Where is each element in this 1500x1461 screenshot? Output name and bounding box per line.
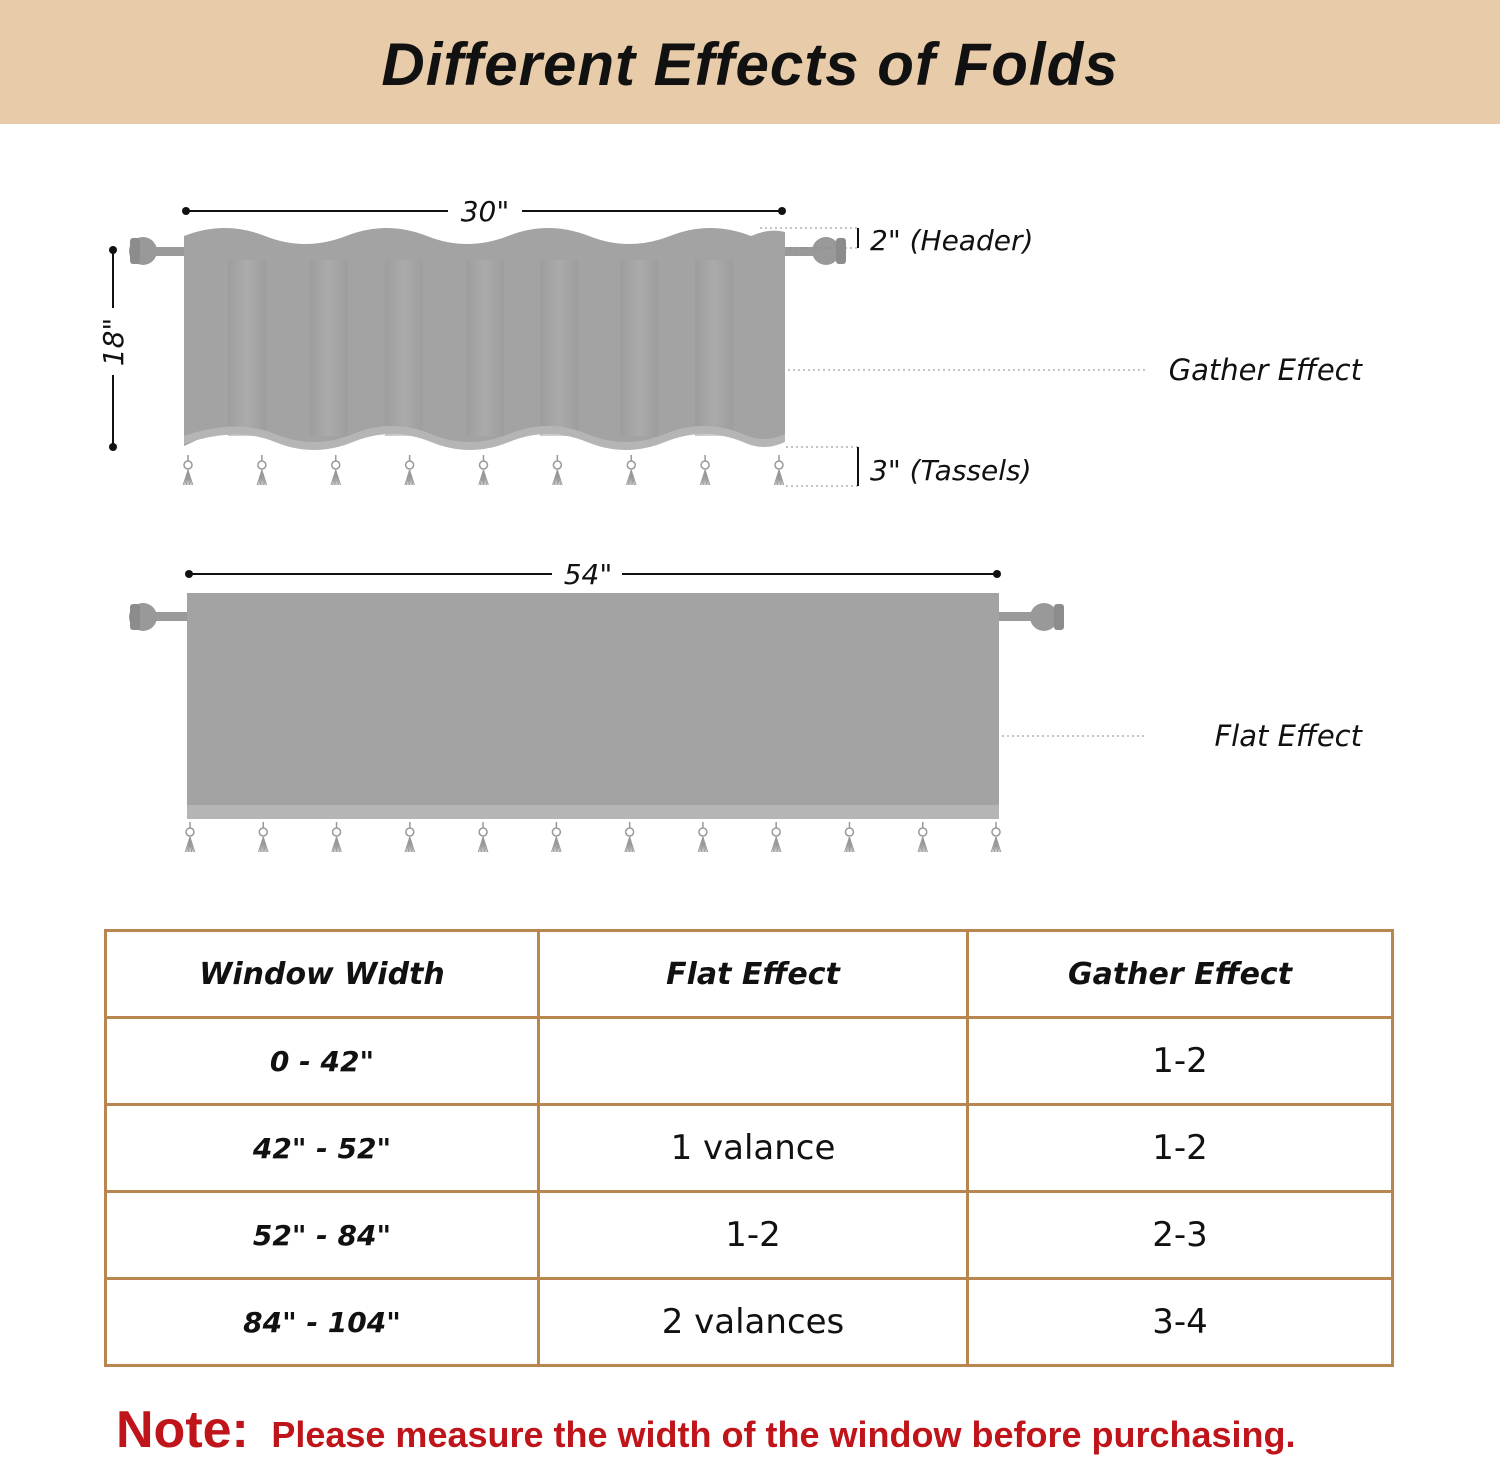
tassel [917, 822, 929, 853]
tassel [551, 822, 562, 853]
tassel [773, 455, 785, 486]
note-label: Note: [116, 1401, 249, 1459]
gather-tassels [182, 455, 785, 486]
tassel-dimension [786, 446, 859, 487]
tassel [404, 822, 416, 853]
row-flat: 1-2 [537, 1190, 969, 1280]
table-row: 52" - 84" 1-2 2-3 [104, 1190, 1394, 1280]
tassel [699, 455, 711, 486]
row-flat: 2 valances [537, 1277, 969, 1367]
flat-width-label: 54" [564, 558, 613, 591]
header-label: 2" (Header) [870, 224, 1033, 257]
col-header-flat-effect: Flat Effect [537, 929, 969, 1019]
gather-width-label: 30" [461, 195, 510, 228]
gather-effect-label: Gather Effect [1169, 353, 1364, 387]
flat-tassels [184, 822, 1002, 853]
row-flat [537, 1016, 969, 1106]
tassel [184, 822, 196, 853]
tassel [625, 455, 637, 486]
tassel [624, 822, 635, 853]
header-dimension [760, 227, 859, 249]
gather-height-label: 18" [97, 318, 130, 367]
row-gather: 3-4 [966, 1277, 1394, 1367]
tassel [257, 822, 269, 853]
row-gather: 2-3 [966, 1190, 1394, 1280]
flat-effect-label: Flat Effect [1214, 719, 1363, 753]
row-width: 42" - 52" [104, 1103, 540, 1193]
tassel [331, 822, 342, 853]
tassel [844, 822, 855, 853]
col-header-gather-effect: Gather Effect [966, 929, 1394, 1019]
flat-width-dimension [185, 570, 1001, 578]
col-header-window-width: Window Width [104, 929, 540, 1019]
tassel [990, 822, 1002, 853]
row-width: 52" - 84" [104, 1190, 540, 1280]
gather-curtain [184, 228, 785, 450]
tassel [182, 455, 194, 486]
header-band [0, 0, 1500, 124]
tassel [330, 455, 342, 486]
tassel [478, 455, 489, 486]
table-row: 84" - 104" 2 valances 3-4 [104, 1277, 1394, 1367]
tassel [477, 822, 489, 853]
gather-height-dimension [109, 246, 117, 451]
table-row: 0 - 42" 1-2 [104, 1016, 1394, 1106]
row-gather: 1-2 [966, 1016, 1394, 1106]
table-row: 42" - 52" 1 valance 1-2 [104, 1103, 1394, 1193]
row-flat: 1 valance [537, 1103, 969, 1193]
tassel [256, 455, 268, 486]
tassel [552, 455, 563, 486]
row-gather: 1-2 [966, 1103, 1394, 1193]
fold-table: Window Width Flat Effect Gather Effect 0… [104, 929, 1394, 1367]
note-text: Please measure the width of the window b… [271, 1414, 1296, 1455]
gather-width-dimension [182, 207, 786, 215]
row-width: 0 - 42" [104, 1016, 540, 1106]
fold-diagrams: 30" 18" 2" (Header) Gather Effect 3" (Ta… [97, 195, 1364, 853]
table-header-row: Window Width Flat Effect Gather Effect [104, 929, 1394, 1019]
page-title: Different Effects of Folds [381, 31, 1119, 98]
flat-curtain [187, 593, 999, 819]
tassel [697, 822, 709, 853]
row-width: 84" - 104" [104, 1277, 540, 1367]
tassel [404, 455, 415, 486]
note: Note: Please measure the width of the wi… [116, 1400, 1496, 1460]
tassel-label: 3" (Tassels) [870, 454, 1032, 487]
tassel [770, 822, 782, 853]
